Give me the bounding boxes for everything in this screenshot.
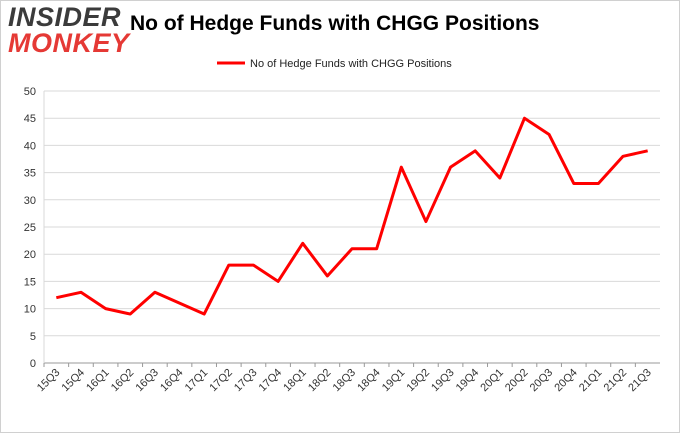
y-axis: 0 5 10 15 20 25 30 35 40 45 50 xyxy=(24,86,36,370)
x-tick-label: 16Q1 xyxy=(84,367,112,395)
x-tick-label: 17Q3 xyxy=(232,367,260,395)
series-group xyxy=(55,116,649,316)
x-tick-label: 18Q4 xyxy=(355,367,383,395)
x-tick-label: 16Q4 xyxy=(158,367,186,395)
y-tick-label: 40 xyxy=(24,140,36,152)
series-line xyxy=(55,116,649,316)
y-tick-label: 5 xyxy=(30,331,36,343)
y-tick-label: 50 xyxy=(24,86,36,98)
x-tick-label: 17Q2 xyxy=(207,367,235,395)
x-tick-label: 21Q3 xyxy=(626,367,654,395)
y-tick-label: 10 xyxy=(24,304,36,316)
x-tick-label: 20Q1 xyxy=(478,367,506,395)
x-tick-label: 19Q4 xyxy=(454,367,482,395)
x-tick-label: 21Q2 xyxy=(602,367,630,395)
x-tick-label: 20Q4 xyxy=(552,367,580,395)
x-tick-label: 20Q2 xyxy=(503,367,531,395)
x-tick-label: 15Q3 xyxy=(35,367,63,395)
insider-monkey-logo: INSIDER MONKEY xyxy=(8,4,130,57)
x-tick-label: 18Q3 xyxy=(331,367,359,395)
x-tick-label: 17Q1 xyxy=(183,367,211,395)
x-tick-label: 15Q4 xyxy=(60,367,88,395)
x-tick-label: 19Q2 xyxy=(405,367,433,395)
chart-title: No of Hedge Funds with CHGG Positions xyxy=(130,12,540,35)
x-tick-label: 19Q3 xyxy=(429,367,457,395)
x-tick-label: 17Q4 xyxy=(257,367,285,395)
gridlines xyxy=(43,90,660,364)
legend-label: No of Hedge Funds with CHGG Positions xyxy=(250,58,452,70)
y-tick-label: 0 xyxy=(30,358,36,370)
x-tick-label: 21Q1 xyxy=(577,367,605,395)
y-tick-label: 15 xyxy=(24,276,36,288)
x-tick-label: 18Q2 xyxy=(306,367,334,395)
y-tick-label: 20 xyxy=(24,249,36,261)
y-tick-label: 25 xyxy=(24,222,36,234)
logo-line-2: MONKEY xyxy=(8,28,130,58)
x-tick-label: 16Q3 xyxy=(133,367,161,395)
x-tick-label: 16Q2 xyxy=(109,367,137,395)
y-tick-label: 35 xyxy=(24,168,36,180)
x-tick-label: 18Q1 xyxy=(281,367,309,395)
x-tick-label: 20Q3 xyxy=(528,367,556,395)
x-axis: 15Q315Q416Q116Q216Q316Q417Q117Q217Q317Q4… xyxy=(35,363,654,394)
y-tick-label: 30 xyxy=(24,195,36,207)
logo-line-1: INSIDER xyxy=(8,2,122,32)
x-tick-label: 19Q1 xyxy=(380,367,408,395)
y-tick-label: 45 xyxy=(24,113,36,125)
legend: No of Hedge Funds with CHGG Positions xyxy=(217,58,452,70)
